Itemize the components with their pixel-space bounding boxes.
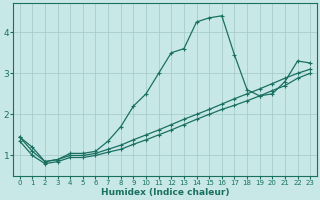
X-axis label: Humidex (Indice chaleur): Humidex (Indice chaleur)	[101, 188, 229, 197]
